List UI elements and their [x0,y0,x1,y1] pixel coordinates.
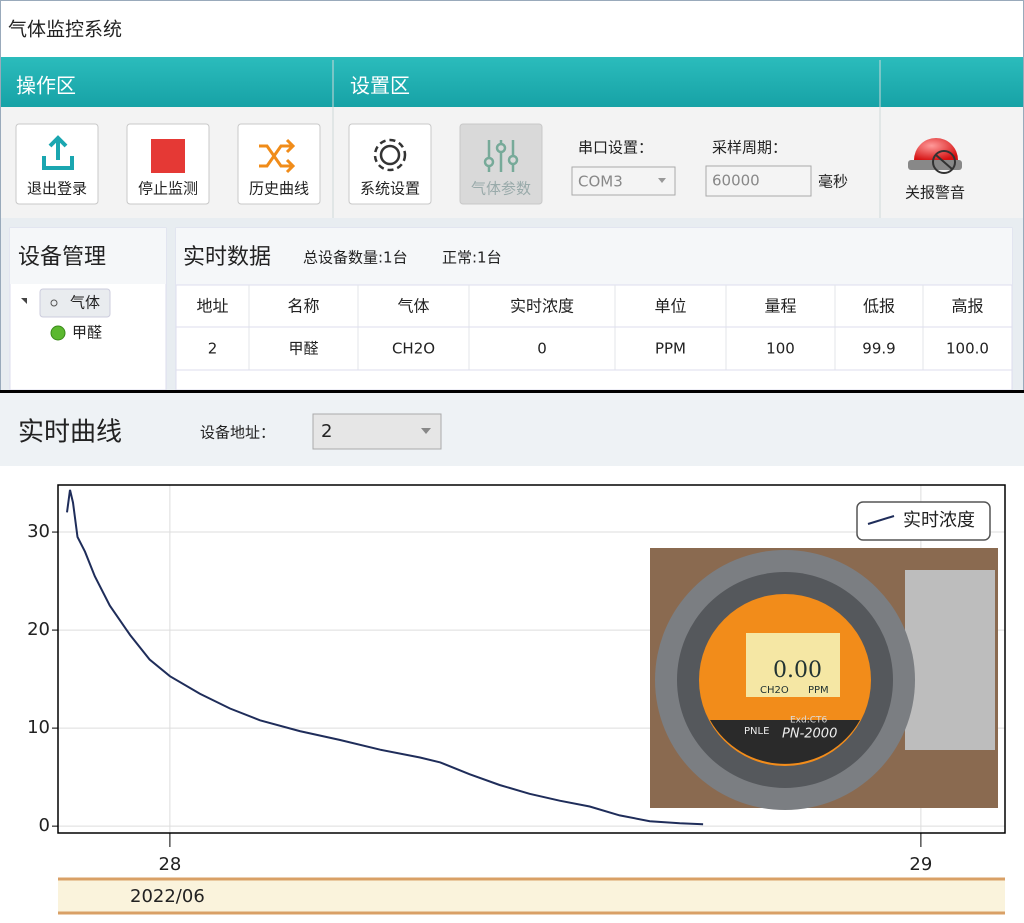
column-header: 高报 [951,297,983,316]
column-header: 实时浓度 [510,297,574,316]
tree-group-node[interactable] [39,288,111,318]
section-title: 设置区 [350,74,410,98]
photo-unit: PPM [808,685,829,696]
period-input[interactable] [705,165,812,197]
data-panel-header [176,228,1012,285]
address-combobox[interactable] [312,413,442,450]
toolbar-button[interactable] [15,123,99,205]
table-cell: 100.0 [946,340,989,358]
serial-label: 串口设置： [578,139,653,157]
tree-icon [50,299,58,307]
toolbar-header [1,57,1023,107]
table-cell: 99.9 [862,340,895,358]
section-title: 操作区 [16,74,76,98]
period-unit: 毫秒 [818,173,848,191]
tree-toggle[interactable] [21,298,27,304]
curve-header [0,393,1024,466]
button-label: 气体参数 [471,180,531,198]
column-header: 气体 [397,297,429,316]
button-label: 退出登录 [27,180,87,198]
x-tick-label: 28 [158,854,181,875]
column-header: 量程 [764,297,796,316]
period-label: 采样周期： [712,139,787,157]
legend-label: 实时浓度 [903,510,975,531]
photo-cert: Exd:CT6 [790,716,828,726]
y-tick-label: 0 [39,815,50,836]
address-value: 2 [321,421,332,442]
device-normal: 正常:1台 [442,249,502,267]
tree-group-label: 气体 [70,294,100,312]
tree-item-label: 甲醛 [72,324,102,342]
button-label: 历史曲线 [249,180,309,198]
button-group: 退出登录 停止监测 历史曲线 系统设置 气体参数 [15,123,543,205]
table-cell: 0 [537,340,547,358]
column-header: 地址 [196,297,228,316]
data-table: 地址 名称 气体 实时浓度 单位 量程 低报 高报 2 甲醛 CH2O 0 PPM 100 99.9 100.… [176,284,1012,371]
device-total: 总设备数量:1台 [303,249,408,267]
column-header: 单位 [654,297,686,316]
table-cell: PPM [655,340,686,358]
period-band [58,879,1005,913]
y-tick-label: 10 [27,717,50,738]
device-panel-title: 设备管理 [18,245,106,270]
data-line [66,489,704,826]
table-cell: 2 [208,340,218,358]
serial-value: COM3 [578,173,623,191]
legend [856,501,991,541]
legend-swatch [867,515,895,525]
table-cell: 甲醛 [288,340,318,358]
x-tick-label: 29 [909,854,932,875]
y-tick-label: 20 [27,619,50,640]
column-header: 低报 [863,297,895,316]
column-header: 名称 [287,297,319,316]
alarm-label: 关报警音 [905,184,965,202]
device-panel-header [10,228,166,284]
data-panel-title: 实时数据 [183,245,271,270]
photo-brand: PNLE [744,726,769,737]
photo-reading: 0.00 [773,658,822,683]
serial-combobox[interactable] [571,166,676,196]
dropdown-arrow [658,178,666,183]
table-cell: CH2O [392,340,435,358]
button-label: 系统设置 [360,180,420,198]
device-photo: 0.00 CH2O PPM Exd:CT6 PNLE PN-2000 [650,548,998,810]
window-title: 气体监控系统 [8,19,122,41]
period-value: 60000 [712,172,760,190]
separator [0,390,1024,393]
icon [42,135,962,174]
table-cell: 100 [766,340,795,358]
status-dot [50,325,66,341]
y-tick-label: 30 [27,521,50,542]
period-label: 2022/06 [130,886,205,907]
address-label: 设备地址： [200,424,275,442]
dropdown-arrow [421,428,431,434]
plot-frame [57,484,1006,834]
curve-title: 实时曲线 [18,418,122,448]
photo-model: PN-2000 [782,727,837,742]
button-label: 停止监测 [138,180,198,198]
photo-gas: CH2O [760,685,789,696]
